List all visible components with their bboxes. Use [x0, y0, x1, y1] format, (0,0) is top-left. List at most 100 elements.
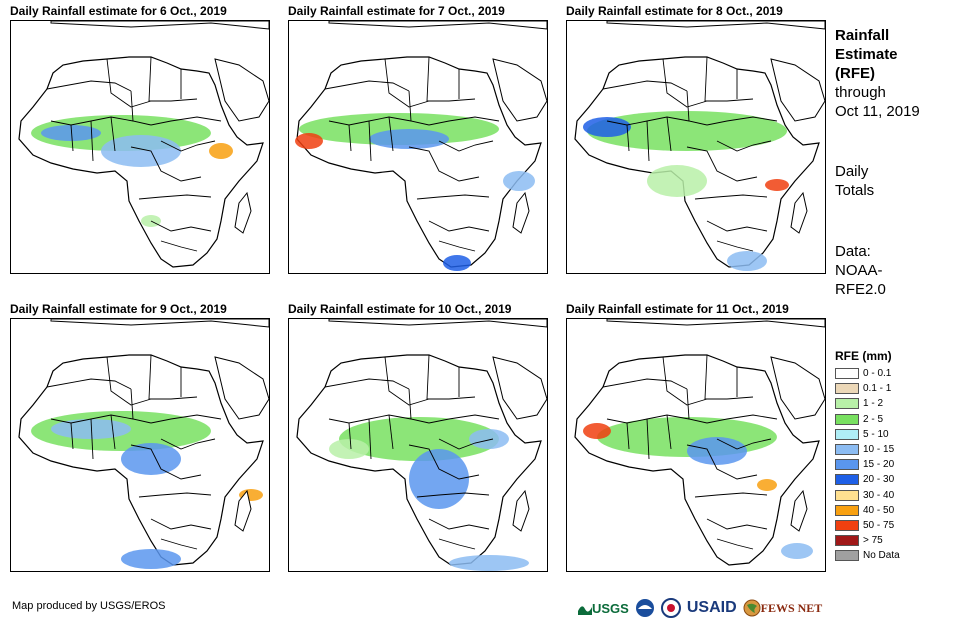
map-outline: [716, 438, 772, 450]
rainfall-area: [781, 543, 813, 559]
map-outline: [438, 538, 476, 550]
fews-text: FEWS NET: [760, 600, 823, 615]
africa-map: [18, 319, 269, 569]
rainfall-area: [121, 549, 181, 569]
rainfall-area: [469, 429, 509, 449]
map-outline: [388, 116, 394, 152]
map-outline: [426, 56, 476, 102]
map-outline: [426, 354, 476, 400]
africa-map: [574, 319, 825, 566]
usaid-text: USAID: [686, 599, 737, 616]
heading-line: Rainfall: [835, 27, 890, 44]
through-date: Oct 11, 2019: [835, 103, 920, 120]
map-outline: [324, 80, 410, 92]
legend-label: 10 - 15: [863, 444, 895, 456]
map-outline: [328, 21, 547, 30]
data-line: NOAA-: [835, 262, 883, 279]
heading-line: (RFE): [835, 65, 875, 82]
map-panel-8-oct: Daily Rainfall estimate for 8 Oct., 2019: [566, 2, 826, 274]
map-outline: [438, 240, 476, 252]
map-outline: [602, 378, 688, 390]
map-outline: [416, 194, 490, 200]
map-outline: [106, 58, 152, 108]
legend-item: 40 - 50: [835, 503, 960, 518]
map-outline: [150, 220, 212, 232]
panel-title: Daily Rainfall estimate for 7 Oct., 2019: [288, 4, 505, 18]
map-outline: [368, 120, 372, 162]
map-outline: [328, 319, 547, 328]
map-outline: [706, 220, 768, 232]
map-outline: [770, 356, 825, 420]
legend-label: > 75: [863, 535, 883, 547]
map-outline: [324, 378, 410, 390]
map-outline: [428, 116, 500, 126]
data-line: Data:: [835, 243, 871, 260]
map-outline: [770, 58, 825, 122]
through-line: through: [835, 84, 886, 101]
rainfall-area: [583, 117, 631, 137]
noaa-logo: [635, 598, 655, 618]
map-outline: [438, 140, 494, 152]
rainfall-area: [647, 165, 707, 197]
map-frame: [566, 318, 826, 572]
rainfall-area: [339, 417, 499, 461]
legend-label: 1 - 2: [863, 398, 884, 410]
rainfall-area: [587, 111, 787, 151]
map-outline: [686, 444, 758, 480]
legend-item: 20 - 30: [835, 472, 960, 487]
map-outline: [626, 124, 630, 152]
map-outline: [706, 414, 778, 424]
map-outline: [492, 58, 547, 122]
rainfall-area: [687, 437, 747, 465]
rainfall-area: [449, 555, 529, 571]
rainfall-area: [765, 179, 789, 191]
map-outline: [416, 492, 490, 498]
map-outline: [686, 146, 758, 182]
legend-item: No Data: [835, 548, 960, 563]
map-outline: [160, 140, 216, 152]
map-panel-7-oct: Daily Rainfall estimate for 7 Oct., 2019: [288, 2, 548, 274]
map-outline: [150, 116, 222, 126]
legend-swatch: [835, 504, 859, 516]
map-outline: [90, 120, 94, 162]
map-outline: [384, 356, 430, 406]
map-outline: [150, 414, 222, 424]
map-outline: [716, 240, 754, 252]
map-outline: [110, 116, 116, 152]
map-outline: [90, 418, 94, 460]
legend-title: RFE (mm): [835, 349, 892, 363]
rainfall-area: [41, 125, 101, 141]
rainfall-area: [121, 443, 181, 475]
usgs-wave-icon: [578, 606, 592, 615]
map-frame: [288, 20, 548, 274]
legend-item: 50 - 75: [835, 518, 960, 533]
legend-label: 40 - 50: [863, 504, 895, 516]
rfe-heading: Rainfall Estimate (RFE) through Oct 11, …: [835, 26, 960, 121]
daily-totals-label: Daily Totals: [835, 162, 960, 200]
map-panel-6-oct: Daily Rainfall estimate for 6 Oct., 2019: [10, 2, 270, 274]
map-outline: [704, 56, 754, 102]
rainfall-area: [101, 135, 181, 167]
legend-swatch: [835, 459, 859, 471]
legend-label: 0 - 0.1: [863, 368, 892, 380]
map-outline: [662, 356, 708, 406]
legend-items: 0 - 0.1 0.1 - 1 1 - 2 2 - 5 5 - 10 10 - 15 15 …: [835, 366, 960, 563]
legend-item: 15 - 20: [835, 457, 960, 472]
legend-swatch: [835, 550, 859, 562]
panel-title: Daily Rainfall estimate for 8 Oct., 2019: [566, 4, 783, 18]
panel-title: Daily Rainfall estimate for 11 Oct., 201…: [566, 302, 789, 316]
map-outline: [428, 414, 500, 424]
map-outline: [70, 422, 74, 450]
map-outline: [790, 489, 808, 532]
legend-label: 20 - 30: [863, 474, 895, 486]
map-outline: [110, 414, 116, 450]
legend-label: 50 - 75: [863, 519, 895, 531]
totals-line: Daily: [835, 163, 869, 180]
map-outline: [106, 356, 152, 406]
map-outline: [348, 124, 352, 152]
rainfall-area: [757, 479, 777, 491]
map-outline: [50, 319, 269, 328]
map-outline: [790, 191, 808, 234]
map-outline: [602, 80, 688, 92]
map-outline: [388, 414, 394, 450]
